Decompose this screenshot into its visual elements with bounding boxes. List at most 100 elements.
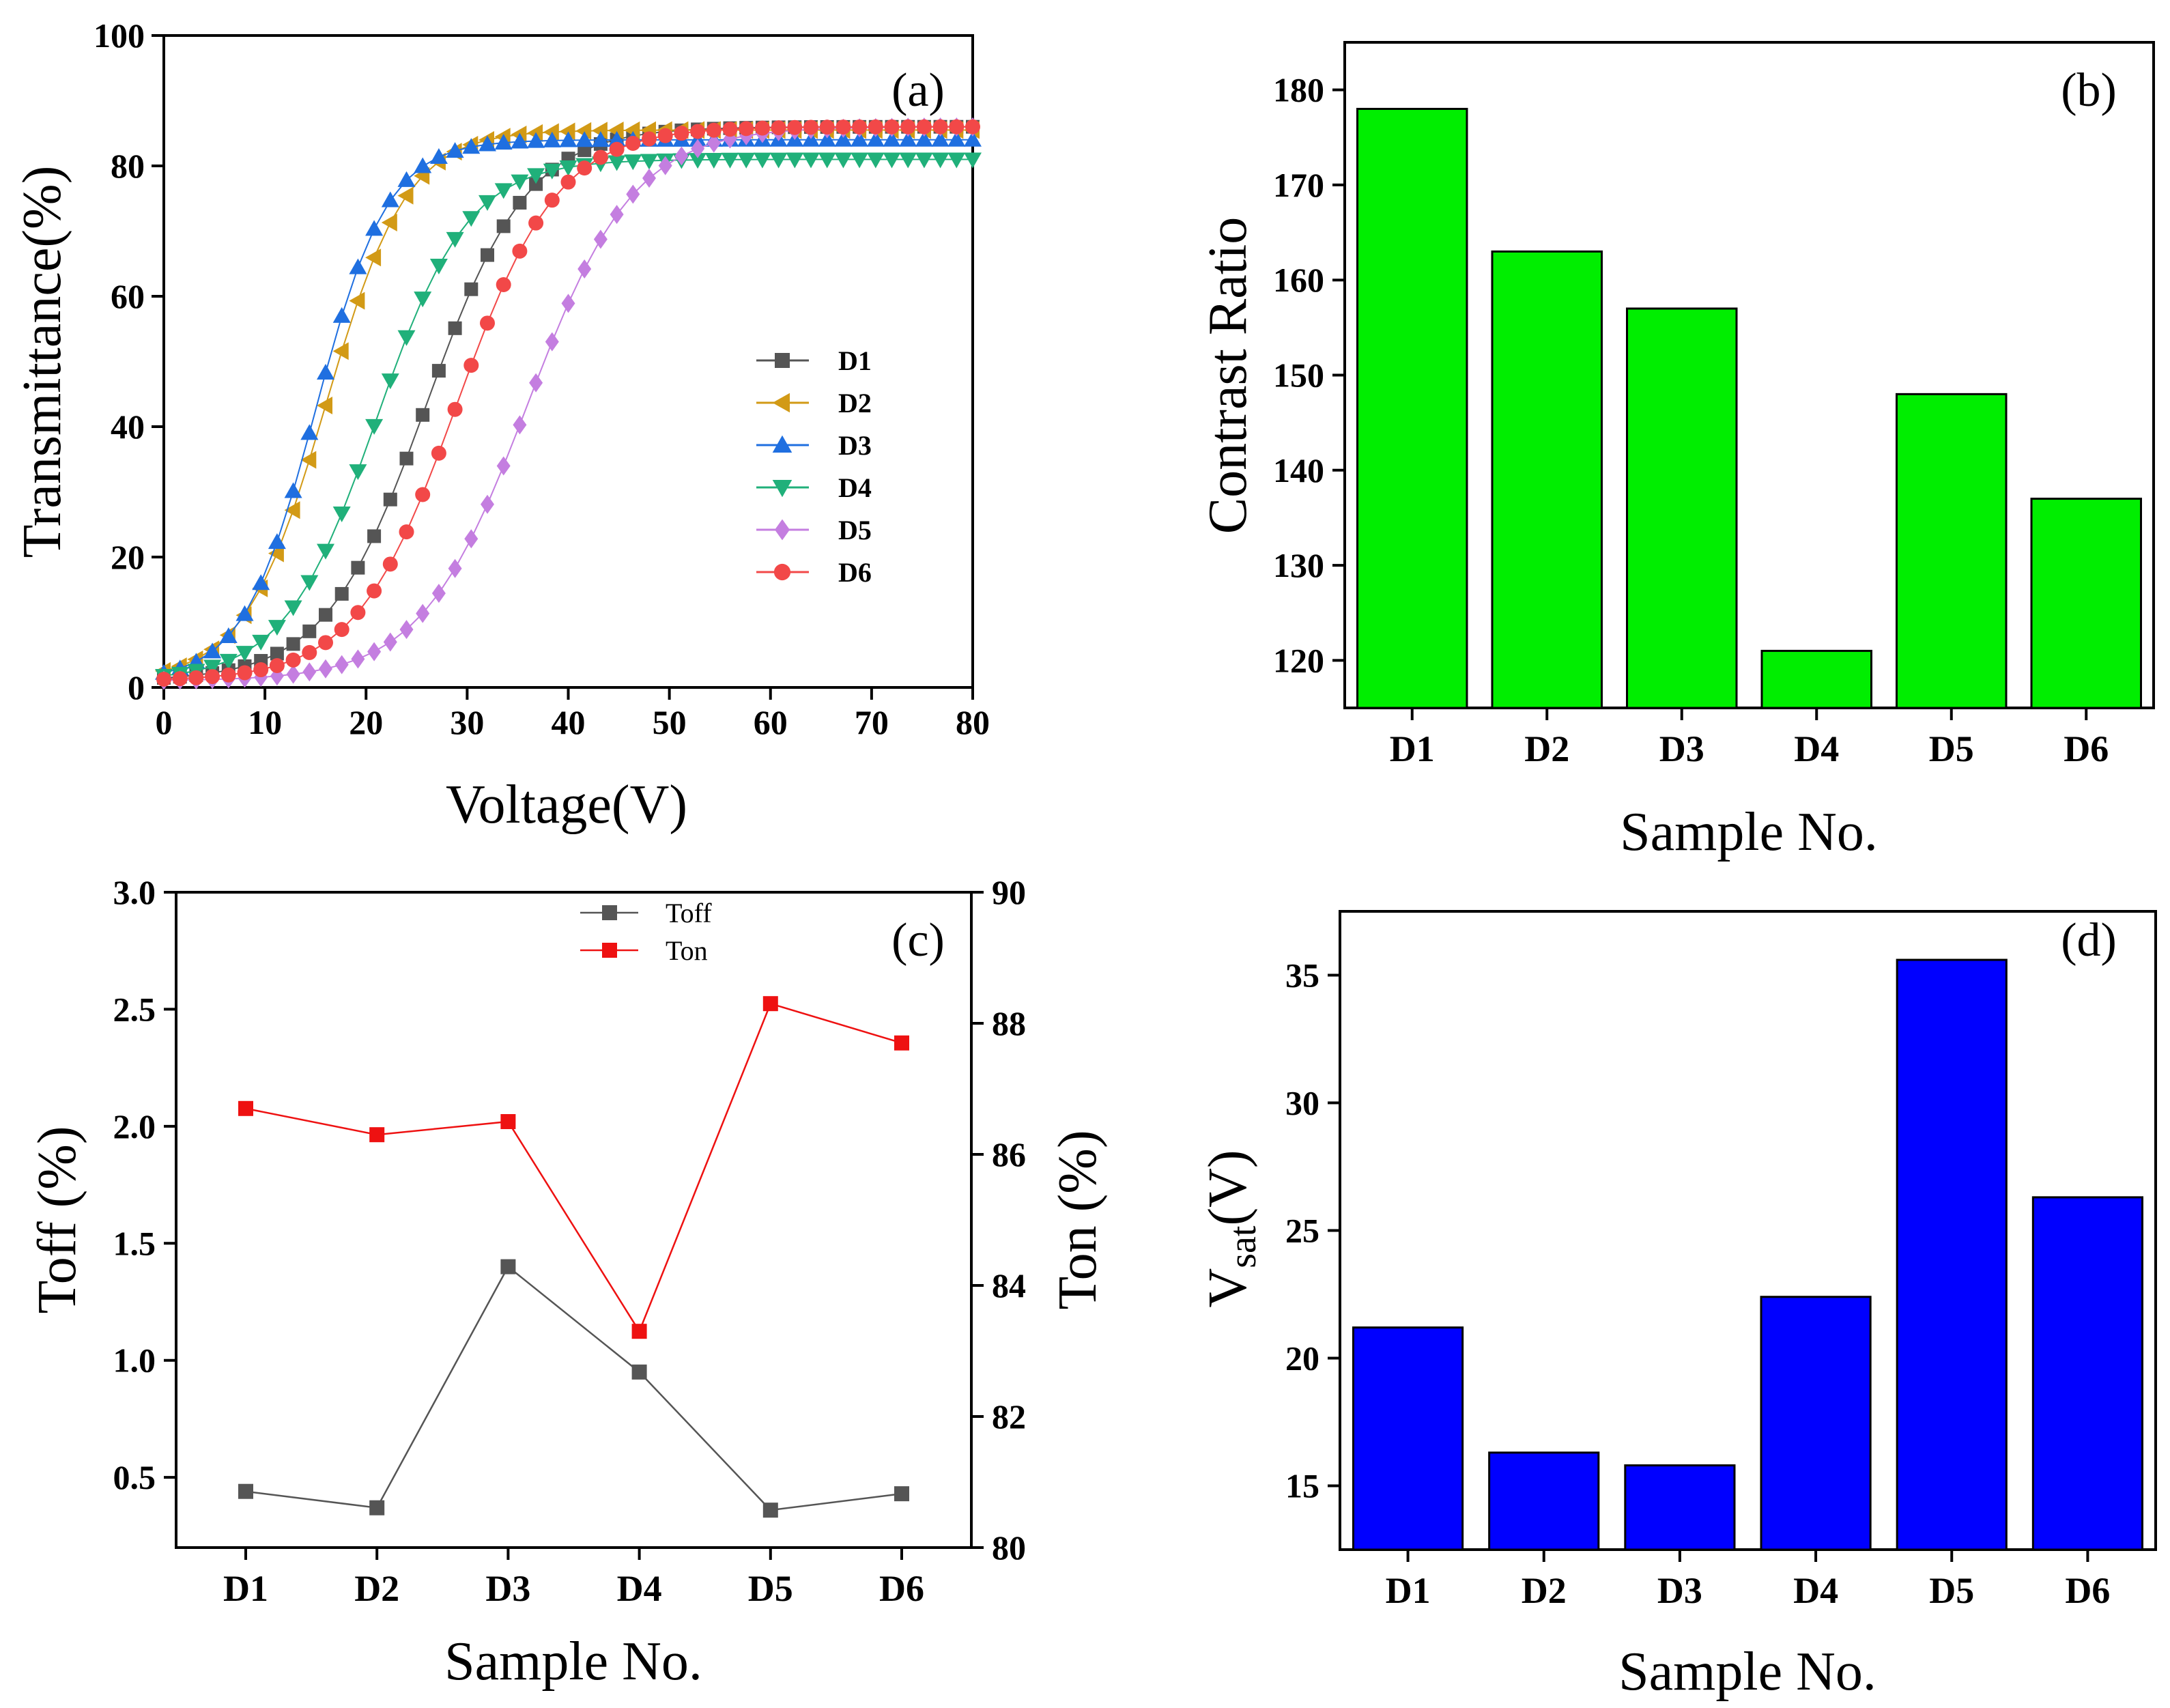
data-point-d3 <box>511 132 529 149</box>
data-point-d4 <box>624 154 642 171</box>
data-point-d1 <box>513 195 527 210</box>
data-point-d3 <box>608 130 626 147</box>
data-point-d6 <box>868 119 883 134</box>
panel-a-y-axis-title: Transmittance(%) <box>12 166 72 558</box>
data-point-d4 <box>397 330 416 346</box>
data-point-d4 <box>915 152 933 169</box>
data-point-d3 <box>219 627 238 644</box>
data-point-d5 <box>577 259 592 279</box>
panel-b-y-tick-label: 130 <box>1273 546 1324 584</box>
data-point-d6 <box>431 445 446 461</box>
data-point-d4 <box>866 152 885 169</box>
data-point-d5 <box>383 632 397 652</box>
data-point-d1 <box>416 408 430 422</box>
data-point-d4 <box>737 152 756 169</box>
data-point-d1 <box>270 646 284 661</box>
data-point-d4 <box>349 464 367 481</box>
legend-marker <box>775 353 790 368</box>
data-point-d3 <box>332 307 351 323</box>
data-point-d5 <box>706 133 721 153</box>
data-point-d3 <box>931 130 950 147</box>
data-point-d5 <box>545 332 559 352</box>
data-point-d5 <box>334 655 349 674</box>
panel-a-x-tick-label: 50 <box>653 703 687 741</box>
data-point-d6 <box>900 119 916 134</box>
panel-a-y-tick-label: 100 <box>94 16 145 55</box>
bar-d3 <box>1626 307 1738 709</box>
legend-label: D2 <box>838 388 872 418</box>
data-point-d2 <box>559 122 575 141</box>
data-point-d4 <box>802 152 820 169</box>
data-point-d4 <box>284 600 302 616</box>
data-point-toff <box>369 1500 385 1515</box>
data-point-d5 <box>448 558 462 578</box>
data-point-d4 <box>446 231 464 248</box>
data-point-d4 <box>947 152 966 169</box>
data-point-d5 <box>691 139 705 158</box>
data-point-d4 <box>786 152 804 169</box>
data-point-d4 <box>381 373 399 390</box>
data-point-d6 <box>916 119 932 134</box>
data-point-d3 <box>317 363 334 380</box>
data-point-d5 <box>610 205 624 225</box>
series-d4 <box>155 152 982 685</box>
data-point-d4 <box>559 160 577 176</box>
data-point-d1 <box>383 492 397 507</box>
bar-d2 <box>1491 250 1603 709</box>
data-point-d2 <box>591 122 608 140</box>
data-point-d4 <box>268 620 286 636</box>
legend-marker <box>772 480 793 498</box>
data-point-d5 <box>399 620 414 640</box>
panel-d-y-tick-label: 30 <box>1285 1084 1319 1122</box>
data-point-toff <box>631 1364 647 1380</box>
data-point-d4 <box>834 152 853 169</box>
panel-c-right-y-tick-label: 82 <box>992 1397 1026 1436</box>
data-point-d6 <box>560 174 576 190</box>
series-toff <box>238 1259 909 1518</box>
data-point-d1 <box>351 560 365 575</box>
bar-d5 <box>1896 958 2008 1551</box>
data-point-d3 <box>284 482 302 498</box>
data-point-d3 <box>397 171 416 187</box>
legend-marker <box>602 943 617 958</box>
data-point-d3 <box>494 134 513 150</box>
data-point-d1 <box>334 586 349 601</box>
data-point-d6 <box>739 121 754 137</box>
legend-label: D3 <box>838 430 872 461</box>
data-point-d3 <box>300 424 319 440</box>
data-point-d2 <box>624 121 640 139</box>
panel-a-y-tick-label: 60 <box>111 277 145 315</box>
data-point-d3 <box>252 574 270 590</box>
panel-d-x-tick-label: D2 <box>1522 1570 1567 1611</box>
panel-b-y-tick-label: 180 <box>1273 71 1324 109</box>
panel-c-left-y-tick-label: 2.0 <box>113 1107 156 1145</box>
panel-a-x-tick-label: 0 <box>156 703 173 741</box>
legend-label: D1 <box>838 345 872 376</box>
panel-c-right-y-tick-label: 88 <box>992 1004 1026 1042</box>
data-point-toff <box>894 1486 909 1502</box>
data-point-d4 <box>365 418 384 435</box>
data-point-d6 <box>642 131 657 147</box>
data-point-d1 <box>464 282 479 296</box>
legend-entry-d2: D2 <box>756 388 872 418</box>
data-point-d6 <box>949 119 965 134</box>
data-point-d3 <box>381 191 399 208</box>
panel-c-x-tick-label: D2 <box>354 1568 399 1609</box>
bar-d1 <box>1352 1326 1464 1551</box>
data-point-d6 <box>285 652 301 668</box>
panel-c-right-y-tick-label: 80 <box>992 1528 1026 1567</box>
data-point-d6 <box>690 124 706 139</box>
panel-a-x-tick-label: 10 <box>248 703 282 741</box>
series-d6 <box>156 119 980 687</box>
data-point-d6 <box>334 622 349 638</box>
data-point-d6 <box>302 644 317 660</box>
data-point-d4 <box>479 195 496 211</box>
data-point-d3 <box>462 138 481 154</box>
data-point-d2 <box>365 248 382 267</box>
data-point-d3 <box>947 130 966 147</box>
data-point-d2 <box>543 123 559 141</box>
data-point-d5 <box>561 294 575 313</box>
panel-a-y-tick-label: 20 <box>111 538 145 576</box>
bar-d3 <box>1624 1464 1736 1551</box>
data-point-ton <box>894 1035 909 1051</box>
